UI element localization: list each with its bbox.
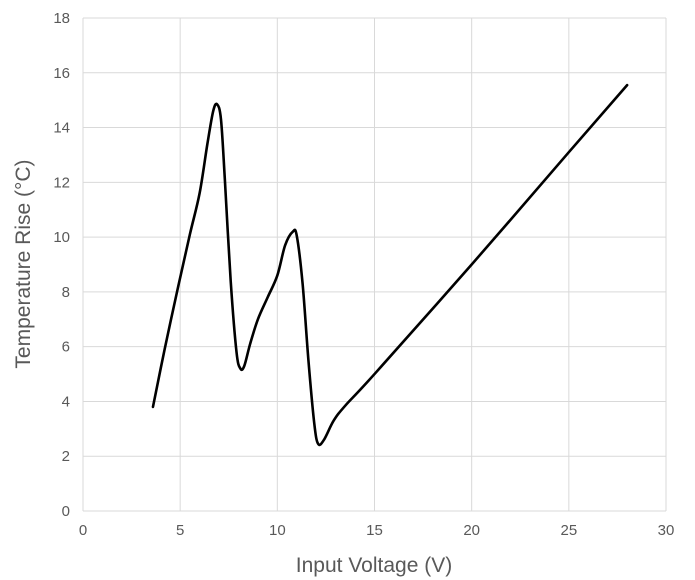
y-tick-label: 4 [62,393,70,410]
x-tick-label: 5 [176,522,184,539]
x-tick-label: 20 [463,522,480,539]
y-tick-label: 16 [53,65,70,82]
x-tick-label: 30 [658,522,675,539]
x-tick-label: 10 [269,522,286,539]
y-tick-label: 10 [53,229,70,246]
y-tick-label: 8 [62,284,70,301]
y-tick-label: 0 [62,503,70,520]
x-axis-title: Input Voltage (V) [296,554,452,577]
x-tick-label: 15 [366,522,383,539]
series-line [151,83,629,447]
x-tick-label: 0 [79,522,87,539]
x-tick-labels: 0 5 10 15 20 25 30 [79,522,675,539]
y-tick-label: 2 [62,448,70,465]
y-tick-label: 18 [53,10,70,27]
y-tick-label: 14 [53,120,70,137]
y-tick-label: 6 [62,339,70,356]
series-layer [151,83,629,447]
x-tick-label: 25 [560,522,577,539]
y-tick-labels: 0 2 4 6 8 10 12 14 16 18 [53,10,70,520]
y-tick-label: 12 [53,174,70,191]
y-axis-title: Temperature Rise (°C) [12,159,35,368]
grid-lines [82,17,667,512]
